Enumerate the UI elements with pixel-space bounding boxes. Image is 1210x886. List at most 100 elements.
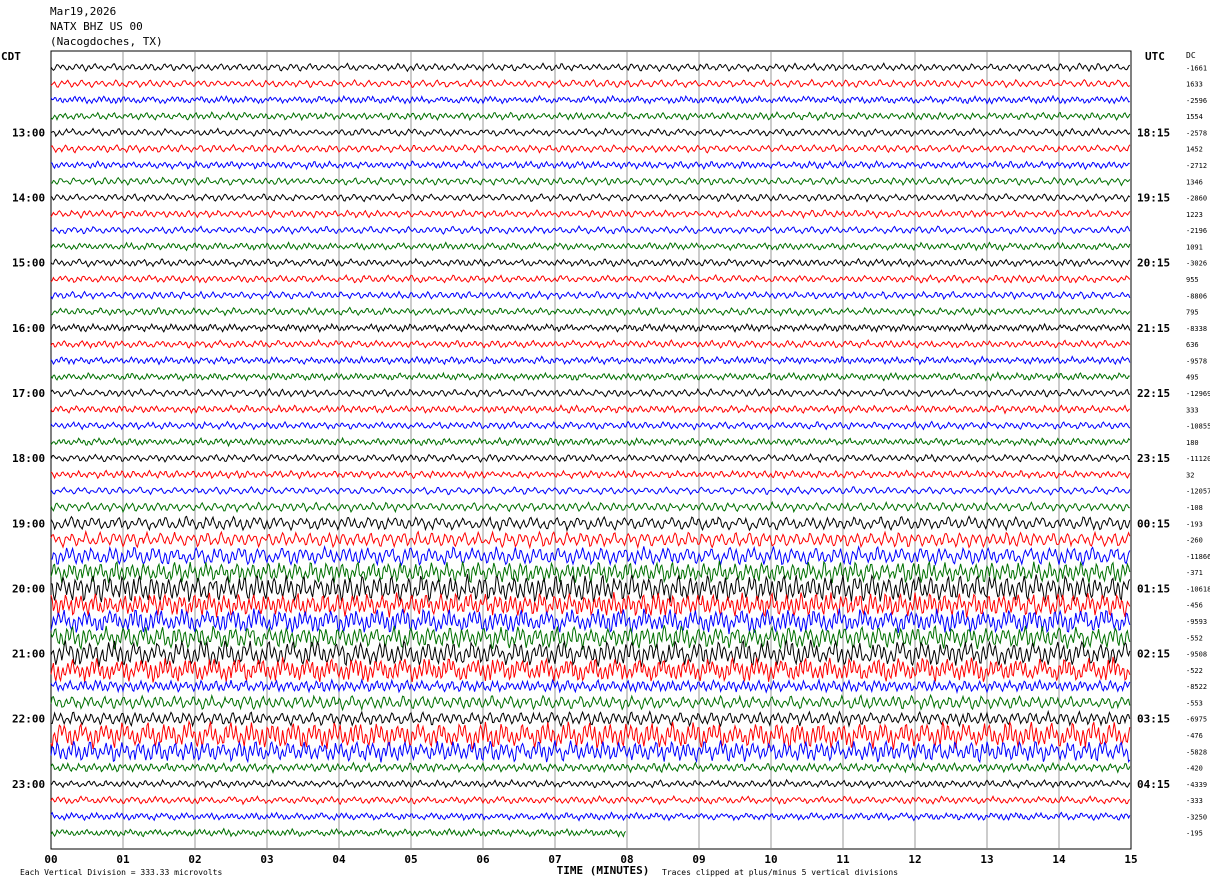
x-tick-label: 14 xyxy=(1052,853,1066,866)
seismic-trace xyxy=(50,515,1131,533)
dc-offset-label: -2860 xyxy=(1186,195,1207,203)
seismic-trace xyxy=(50,608,1131,635)
footer-scale-note: Each Vertical Division = 333.33 microvol… xyxy=(20,868,222,877)
plot-frame xyxy=(50,50,1132,850)
seismic-trace xyxy=(50,719,1131,750)
cdt-axis-label: CDT xyxy=(1,50,21,63)
dc-offset-label: -9578 xyxy=(1186,357,1207,365)
dc-offset-label: -1661 xyxy=(1186,64,1207,72)
seismic-trace xyxy=(50,62,1131,73)
x-tick-label: 03 xyxy=(260,853,273,866)
seismic-trace xyxy=(50,624,1131,651)
dc-offset-label: -6975 xyxy=(1186,716,1207,724)
seismic-trace xyxy=(50,500,1130,514)
cdt-time-label: 14:00 xyxy=(12,192,45,205)
utc-time-label: 21:15 xyxy=(1137,322,1170,335)
seismic-trace xyxy=(50,693,1131,712)
seismic-trace xyxy=(50,160,1130,171)
x-tick-label: 01 xyxy=(116,853,130,866)
utc-time-label: 22:15 xyxy=(1137,387,1170,400)
seismic-trace xyxy=(50,794,1131,806)
dc-offset-label: -10855 xyxy=(1186,423,1210,431)
utc-time-label: 19:15 xyxy=(1137,192,1170,205)
x-tick-label: 13 xyxy=(980,853,993,866)
dc-offset-label: 795 xyxy=(1186,309,1199,317)
cdt-time-label: 15:00 xyxy=(12,257,45,270)
seismic-trace xyxy=(50,678,1131,695)
seismic-trace xyxy=(50,355,1131,366)
dc-offset-label: -2712 xyxy=(1186,162,1207,170)
cdt-time-label: 18:00 xyxy=(12,452,45,465)
x-tick-label: 06 xyxy=(476,853,490,866)
dc-offset-label: -333 xyxy=(1186,797,1203,805)
seismic-trace xyxy=(50,761,1131,774)
dc-offset-label: 333 xyxy=(1186,406,1199,414)
seismic-trace xyxy=(50,420,1131,431)
dc-offset-label: -12969 xyxy=(1186,390,1210,398)
dc-offset-label: -8522 xyxy=(1186,683,1207,691)
footer-clip-note: Traces clipped at plus/minus 5 vertical … xyxy=(662,868,898,877)
dc-offset-label: -553 xyxy=(1186,699,1203,707)
seismic-trace xyxy=(50,573,1131,603)
dc-offset-label: 1223 xyxy=(1186,211,1203,219)
utc-time-label: 18:15 xyxy=(1137,126,1170,139)
dc-offset-label: -476 xyxy=(1186,732,1203,740)
dc-offset-label: -8806 xyxy=(1186,292,1207,300)
utc-time-label: 23:15 xyxy=(1137,452,1170,465)
x-tick-label: 05 xyxy=(404,853,417,866)
seismic-trace xyxy=(50,639,1131,667)
seismic-trace xyxy=(50,404,1131,415)
x-tick-label: 04 xyxy=(332,853,346,866)
dc-offset-label: -2196 xyxy=(1186,227,1207,235)
dc-offset-label: -2578 xyxy=(1186,129,1207,137)
seismic-trace xyxy=(50,322,1131,334)
x-tick-label: 12 xyxy=(908,853,921,866)
seismic-trace xyxy=(50,176,1131,187)
dc-offset-label: 1346 xyxy=(1186,178,1203,186)
seismic-trace xyxy=(50,257,1131,268)
seismic-trace xyxy=(50,469,1131,480)
dc-offset-label: -193 xyxy=(1186,520,1203,528)
seismic-trace xyxy=(50,306,1131,317)
cdt-time-label: 21:00 xyxy=(12,648,45,661)
dc-offset-label: 495 xyxy=(1186,374,1199,382)
dc-offset-label: -371 xyxy=(1186,569,1203,577)
dc-offset-label: 1091 xyxy=(1186,243,1203,251)
seismic-trace xyxy=(50,209,1131,220)
seismic-trace xyxy=(50,811,1131,822)
dc-offset-label: -3026 xyxy=(1186,260,1207,268)
cdt-time-label: 23:00 xyxy=(12,778,45,791)
dc-offset-label: 32 xyxy=(1186,471,1194,479)
dc-offset-label: -9593 xyxy=(1186,618,1207,626)
seismic-trace xyxy=(50,560,1131,584)
dc-offset-label: -420 xyxy=(1186,765,1203,773)
dc-offset-label: -12057 xyxy=(1186,488,1210,496)
seismic-trace xyxy=(50,387,1131,398)
dc-offset-label: -456 xyxy=(1186,602,1203,610)
seismic-trace xyxy=(50,709,1131,728)
dc-offset-label: 955 xyxy=(1186,276,1199,284)
dc-offset-label: 1452 xyxy=(1186,146,1203,154)
x-tick-label: 09 xyxy=(692,853,705,866)
dc-offset-label: -8338 xyxy=(1186,325,1207,333)
seismic-trace xyxy=(50,436,1131,448)
cdt-time-label: 17:00 xyxy=(12,387,45,400)
seismic-trace xyxy=(50,485,1131,496)
seismic-trace xyxy=(50,290,1131,301)
x-tick-label: 07 xyxy=(548,853,561,866)
dc-offset-label: -522 xyxy=(1186,667,1203,675)
x-tick-label: 08 xyxy=(620,853,633,866)
dc-offset-label: -4339 xyxy=(1186,781,1207,789)
seismic-trace xyxy=(50,529,1131,550)
cdt-time-label: 13:00 xyxy=(12,126,45,139)
utc-time-label: 01:15 xyxy=(1137,582,1170,595)
header-location: (Nacogdoches, TX) xyxy=(50,35,163,48)
cdt-time-label: 22:00 xyxy=(12,713,45,726)
seismic-trace xyxy=(50,78,1131,89)
seismic-trace xyxy=(50,827,627,838)
seismic-trace xyxy=(50,338,1131,350)
dc-offset-label: -11120 xyxy=(1186,455,1210,463)
dc-offset-label: -10618 xyxy=(1186,585,1210,593)
x-tick-label: 02 xyxy=(188,853,201,866)
x-tick-label: 00 xyxy=(44,853,57,866)
